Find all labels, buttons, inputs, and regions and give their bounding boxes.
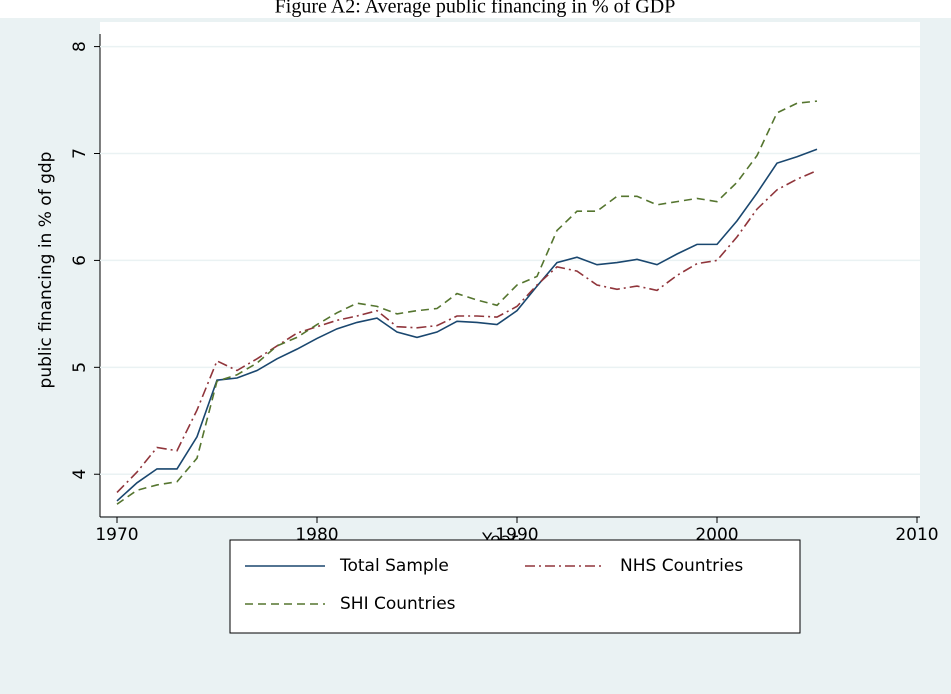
y-tick-label: 4	[70, 469, 90, 480]
series-line	[116, 148, 818, 502]
x-tick-label: 1980	[295, 525, 338, 545]
x-tick-label: 2010	[895, 525, 938, 545]
legend	[229, 539, 801, 634]
plot-area	[100, 22, 920, 516]
x-tick-label: 1990	[495, 525, 538, 545]
chart-title: Figure A2: Average public financing in %…	[275, 0, 676, 18]
series-line	[116, 100, 818, 505]
y-tick-label: 6	[70, 255, 90, 266]
y-tick-label: 5	[70, 362, 90, 373]
x-tick-label: 1970	[95, 525, 138, 545]
x-tick-label: 2000	[695, 525, 738, 545]
legend-label: SHI Countries	[340, 594, 456, 614]
y-axis-label: public financing in % of gdp	[36, 152, 56, 389]
y-tick-label: 7	[70, 148, 90, 159]
legend-label: NHS Countries	[620, 556, 743, 576]
legend-label: Total Sample	[339, 556, 449, 576]
y-tick-label: 8	[70, 41, 90, 52]
